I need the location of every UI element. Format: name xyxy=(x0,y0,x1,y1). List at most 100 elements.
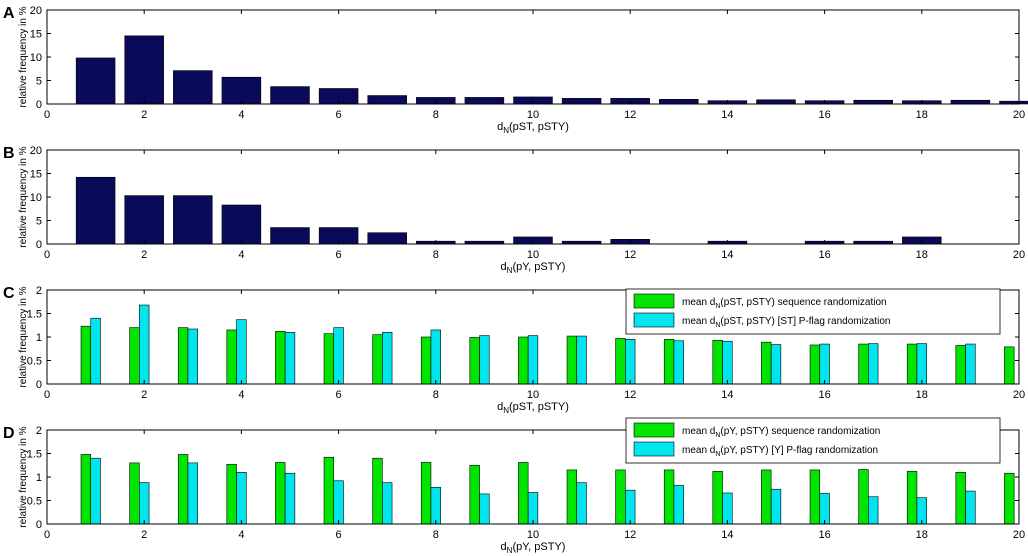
legend-swatch xyxy=(633,422,675,438)
y-tick-label: 20 xyxy=(30,5,42,17)
x-tick-label: 0 xyxy=(44,249,50,261)
x-tick-label: 14 xyxy=(721,529,733,541)
x-tick-label: 12 xyxy=(624,249,636,261)
bar xyxy=(615,469,626,525)
x-tick-label: 2 xyxy=(141,109,147,121)
bar xyxy=(868,496,879,525)
bar xyxy=(430,329,441,385)
bar xyxy=(673,340,684,385)
bar xyxy=(80,454,92,525)
x-tick-label: 4 xyxy=(238,109,244,121)
bar xyxy=(561,98,602,105)
bar xyxy=(187,462,198,525)
bar xyxy=(722,340,733,385)
panel-c: 0 2 4 6 8 10 12 14 16 18 20 0 0.5 1 1.5 2 C relative freq… xyxy=(3,285,1025,415)
x-tick-label: 6 xyxy=(336,389,342,401)
x-axis-label: dN(pST, pSTY) xyxy=(497,401,569,415)
x-tick-label: 6 xyxy=(336,529,342,541)
bar xyxy=(90,457,101,525)
y-tick-label: 1.5 xyxy=(27,309,42,321)
y-tick-label: 0 xyxy=(36,379,42,391)
panel-b: 0 2 4 6 8 10 12 14 16 18 20 0 5 10 15 20 B relative frequ… xyxy=(3,145,1025,275)
bar xyxy=(469,337,480,385)
y-tick-label: 20 xyxy=(30,145,42,157)
x-tick-label: 16 xyxy=(818,529,830,541)
bar xyxy=(177,454,189,525)
x-tick-label: 4 xyxy=(238,389,244,401)
legend-entry: mean dN(pST, pSTY) sequence randomizatio… xyxy=(682,297,887,310)
legend-swatch xyxy=(633,312,675,328)
bar xyxy=(80,325,92,385)
bar xyxy=(722,492,733,525)
bar xyxy=(372,457,383,525)
x-tick-label: 14 xyxy=(721,389,733,401)
bar xyxy=(333,327,344,385)
bar xyxy=(173,195,213,245)
bar xyxy=(275,462,286,525)
bar xyxy=(75,57,116,105)
y-tick-label: 0 xyxy=(36,519,42,531)
y-tick-label: 10 xyxy=(30,192,42,204)
bar xyxy=(124,35,164,105)
panel-letter: A xyxy=(3,5,15,22)
panel-letter: D xyxy=(3,425,15,442)
bar xyxy=(566,335,578,385)
bar xyxy=(950,99,991,105)
bar xyxy=(673,485,684,525)
x-tick-label: 8 xyxy=(433,389,439,401)
bar xyxy=(761,341,772,385)
x-tick-label: 18 xyxy=(916,389,928,401)
bar xyxy=(124,195,164,245)
x-tick-label: 0 xyxy=(44,109,50,121)
x-tick-label: 8 xyxy=(433,249,439,261)
legend-box xyxy=(625,417,1001,464)
bar xyxy=(965,343,976,385)
bar xyxy=(1004,472,1015,525)
legend: mean dN(pST, pSTY) sequence randomizatio… xyxy=(625,288,1001,335)
x-tick-label: 20 xyxy=(1013,249,1025,261)
bar xyxy=(275,331,286,385)
x-tick-label: 6 xyxy=(336,249,342,261)
x-tick-label: 2 xyxy=(141,389,147,401)
bar xyxy=(566,469,578,525)
y-tick-label: 2 xyxy=(36,285,42,297)
x-tick-label: 10 xyxy=(527,529,539,541)
panel-letter: C xyxy=(3,285,15,302)
y-tick-label: 0 xyxy=(36,239,42,251)
x-tick-label: 10 xyxy=(527,249,539,261)
bar xyxy=(576,335,587,385)
bar xyxy=(236,319,247,385)
y-tick-label: 0.5 xyxy=(27,496,42,508)
panel-a: 0 2 4 6 8 10 12 14 16 18 20 0 5 10 15 20 A relative frequ… xyxy=(3,5,1028,135)
legend-entry: mean dN(pY, pSTY) sequence randomization xyxy=(682,426,880,439)
bar xyxy=(527,492,539,525)
x-tick-label: 4 xyxy=(238,529,244,541)
bar xyxy=(712,339,723,385)
legend-swatch xyxy=(633,441,675,457)
bar xyxy=(712,471,723,525)
y-axis-label: relative frequency in % xyxy=(18,6,29,107)
x-tick-label: 20 xyxy=(1013,389,1025,401)
bar xyxy=(663,339,675,385)
bar xyxy=(625,489,636,525)
bar xyxy=(90,317,101,385)
legend: mean dN(pY, pSTY) sequence randomization… xyxy=(625,417,1001,464)
bar xyxy=(906,343,918,385)
legend-box xyxy=(625,288,1001,335)
bar xyxy=(625,339,636,385)
y-tick-label: 5 xyxy=(36,216,42,228)
x-tick-label: 16 xyxy=(818,249,830,261)
bar xyxy=(858,469,869,525)
y-tick-label: 1 xyxy=(36,472,42,484)
bar xyxy=(367,95,407,105)
bar xyxy=(382,331,393,385)
x-tick-label: 16 xyxy=(818,109,830,121)
bar xyxy=(576,482,587,525)
bar xyxy=(420,462,432,525)
y-tick-label: 0 xyxy=(36,99,42,111)
bar xyxy=(226,329,237,385)
x-tick-label: 10 xyxy=(527,389,539,401)
y-tick-label: 15 xyxy=(30,29,42,41)
y-tick-label: 1 xyxy=(36,332,42,344)
y-tick-label: 0.5 xyxy=(27,356,42,368)
